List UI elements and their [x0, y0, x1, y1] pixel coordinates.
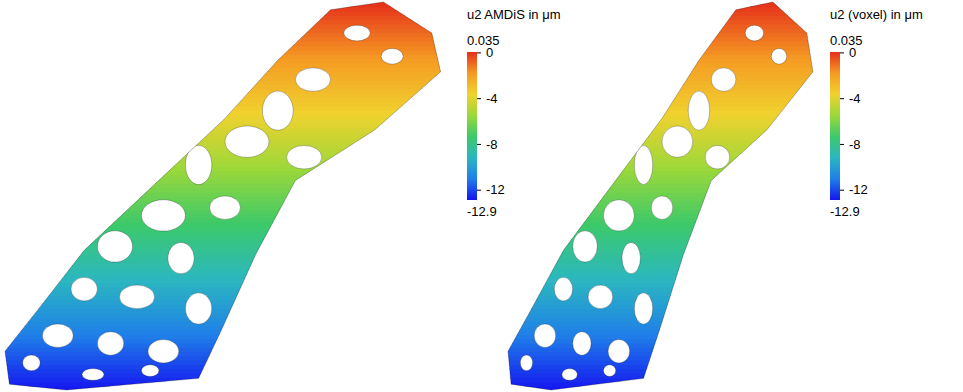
pore — [185, 293, 211, 324]
pore — [262, 91, 293, 130]
colorbar — [830, 52, 840, 200]
tick: -8 — [477, 137, 498, 152]
pore — [210, 196, 241, 220]
tick-mark — [840, 52, 844, 53]
pore — [603, 365, 615, 377]
pore — [295, 68, 330, 92]
pore — [141, 365, 159, 377]
tick-mark — [477, 190, 481, 191]
tick-label: -12 — [849, 182, 868, 197]
tick-label: -8 — [849, 137, 861, 152]
colorbar-axis: 0 -4 -8 -12 — [840, 45, 868, 200]
tick-label: 0 — [849, 45, 856, 60]
pore — [688, 91, 710, 130]
tick: 0 — [477, 45, 493, 60]
pore — [168, 242, 194, 273]
pore — [662, 126, 693, 157]
colorbar-min: -12.9 — [830, 204, 860, 219]
colorbar-max: 0.035 — [830, 33, 863, 48]
tick: 0 — [840, 45, 856, 60]
pore — [71, 277, 97, 301]
pore — [622, 242, 640, 273]
tick-label: -4 — [849, 91, 861, 106]
pore — [23, 355, 41, 371]
colorbar-title: u2 AMDiS in μm — [467, 7, 560, 22]
pore — [573, 231, 598, 262]
pore — [82, 369, 104, 381]
tick: -4 — [840, 91, 861, 106]
tick: -12 — [840, 182, 868, 197]
tick-label: 0 — [486, 45, 493, 60]
tick: -8 — [840, 137, 861, 152]
figure: u2 AMDiS in μm0.035-12.90-4-8-12u2 (voxe… — [0, 0, 963, 392]
pore — [634, 293, 652, 324]
pore — [711, 68, 736, 92]
pore — [148, 339, 179, 363]
colorbar-title: u2 (voxel) in μm — [830, 7, 923, 22]
pore — [588, 285, 613, 309]
pore — [141, 200, 185, 231]
pore — [520, 355, 532, 371]
tick-mark — [840, 144, 844, 145]
pore — [771, 48, 786, 64]
colorbar-min: -12.9 — [467, 204, 497, 219]
pore — [573, 332, 591, 356]
surface-outline — [5, 2, 441, 390]
colorbar — [467, 52, 477, 200]
tick-mark — [477, 98, 481, 99]
pore — [608, 339, 630, 363]
pore — [42, 324, 73, 348]
tick: -4 — [477, 91, 498, 106]
pore — [534, 324, 556, 348]
tick-mark — [477, 144, 481, 145]
pore — [97, 231, 132, 262]
axis-line — [478, 53, 482, 201]
pore — [745, 25, 763, 41]
colorbar-axis: 0 -4 -8 -12 — [477, 45, 505, 200]
pore — [225, 126, 269, 157]
pore — [119, 285, 154, 309]
panel: u2 (voxel) in μm 0.035 -12.9 0 -4 -8 -12 — [508, 2, 923, 391]
colorbar-max: 0.035 — [467, 33, 500, 48]
tick: -12 — [477, 182, 505, 197]
pore — [651, 196, 673, 220]
panel: u2 AMDiS in μm 0.035 -12.9 0 -4 -8 -12 — [5, 2, 560, 391]
tick-mark — [840, 190, 844, 191]
tick-label: -12 — [486, 182, 505, 197]
axis-line — [841, 53, 845, 201]
surface — [5, 2, 445, 391]
surface — [508, 2, 816, 391]
pore — [287, 145, 322, 169]
tick-mark — [477, 52, 481, 53]
pore — [554, 277, 572, 301]
tick-label: -4 — [486, 91, 498, 106]
tick-label: -8 — [486, 137, 498, 152]
pore — [97, 332, 123, 356]
pore — [562, 369, 577, 381]
tick-mark — [840, 98, 844, 99]
surface-outline — [508, 2, 813, 390]
pore — [381, 48, 403, 64]
pore — [603, 200, 634, 231]
pore — [705, 145, 730, 169]
pore — [344, 25, 370, 41]
